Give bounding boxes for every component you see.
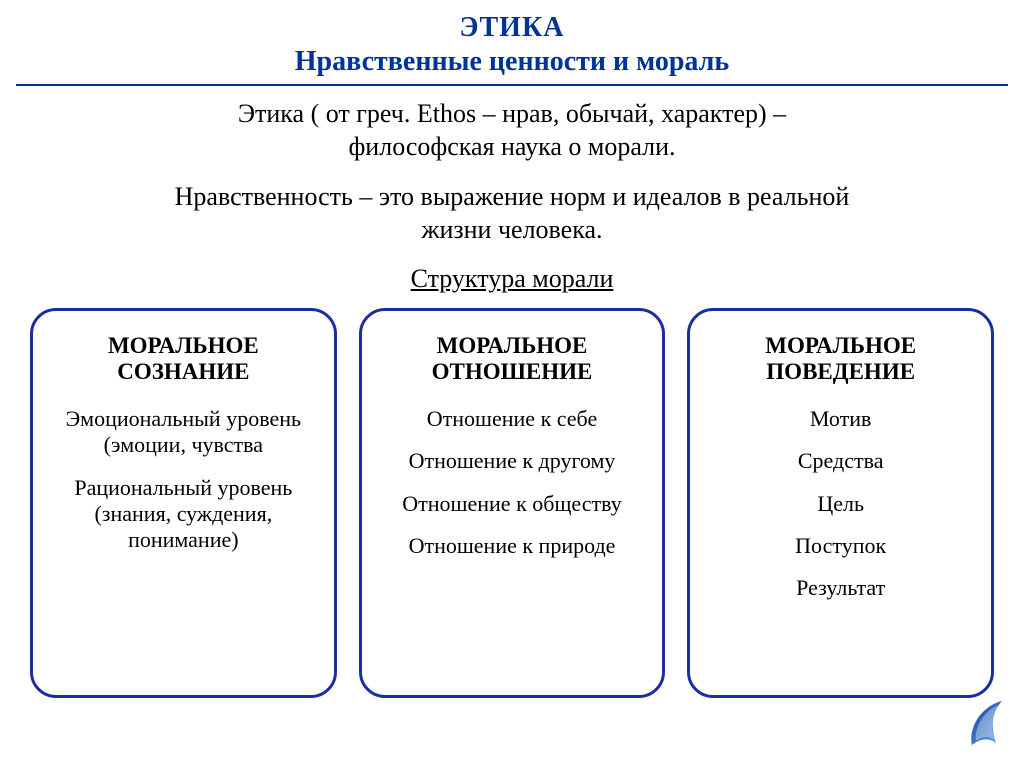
page-title-line1: ЭТИКА (0, 12, 1024, 44)
definition-ethics-line2: философская наука о морали. (348, 132, 675, 161)
header-divider (16, 84, 1008, 86)
list-item: Результат (704, 575, 977, 601)
box-consciousness-title: МОРАЛЬНОЕ СОЗНАНИЕ (47, 333, 320, 386)
definition-morality: Нравственность – это выражение норм и ид… (40, 181, 984, 246)
brand-logo-icon (962, 695, 1010, 755)
box-attitude-title-line2: ОТНОШЕНИЕ (432, 359, 593, 384)
box-consciousness: МОРАЛЬНОЕ СОЗНАНИЕ Эмоциональный уровень… (30, 308, 337, 698)
list-item: Отношение к природе (376, 533, 649, 559)
list-item: Цель (704, 491, 977, 517)
definition-ethics: Этика ( от греч. Ethos – нрав, обычай, х… (40, 98, 984, 163)
definition-morality-line1: Нравственность – это выражение норм и ид… (175, 182, 850, 211)
list-item: Эмоциональный уровень (эмоции, чувства (47, 406, 320, 459)
page-title-line2: Нравственные ценности и мораль (0, 46, 1024, 78)
list-item: Средства (704, 448, 977, 474)
box-behavior-items: Мотив Средства Цель Поступок Результат (704, 406, 977, 602)
box-attitude-items: Отношение к себе Отношение к другому Отн… (376, 406, 649, 560)
list-item: Рациональный уровень (знания, суждения, … (47, 475, 320, 554)
box-consciousness-title-line1: МОРАЛЬНОЕ (108, 333, 259, 358)
list-item: Отношение к себе (376, 406, 649, 432)
definition-ethics-line1: Этика ( от греч. Ethos – нрав, обычай, х… (238, 99, 786, 128)
list-item: Мотив (704, 406, 977, 432)
definition-morality-line2: жизни человека. (421, 215, 602, 244)
box-behavior-title-line2: ПОВЕДЕНИЕ (766, 359, 915, 384)
box-attitude: МОРАЛЬНОЕ ОТНОШЕНИЕ Отношение к себе Отн… (359, 308, 666, 698)
box-behavior-title: МОРАЛЬНОЕ ПОВЕДЕНИЕ (704, 333, 977, 386)
boxes-row: МОРАЛЬНОЕ СОЗНАНИЕ Эмоциональный уровень… (0, 294, 1024, 698)
box-consciousness-items: Эмоциональный уровень (эмоции, чувства Р… (47, 406, 320, 554)
box-attitude-title: МОРАЛЬНОЕ ОТНОШЕНИЕ (376, 333, 649, 386)
list-item: Отношение к обществу (376, 491, 649, 517)
box-behavior: МОРАЛЬНОЕ ПОВЕДЕНИЕ Мотив Средства Цель … (687, 308, 994, 698)
list-item: Поступок (704, 533, 977, 559)
structure-title: Структура морали (0, 264, 1024, 294)
box-behavior-title-line1: МОРАЛЬНОЕ (765, 333, 916, 358)
header: ЭТИКА Нравственные ценности и мораль (0, 0, 1024, 78)
box-attitude-title-line1: МОРАЛЬНОЕ (437, 333, 588, 358)
box-consciousness-title-line2: СОЗНАНИЕ (117, 359, 249, 384)
list-item: Отношение к другому (376, 448, 649, 474)
